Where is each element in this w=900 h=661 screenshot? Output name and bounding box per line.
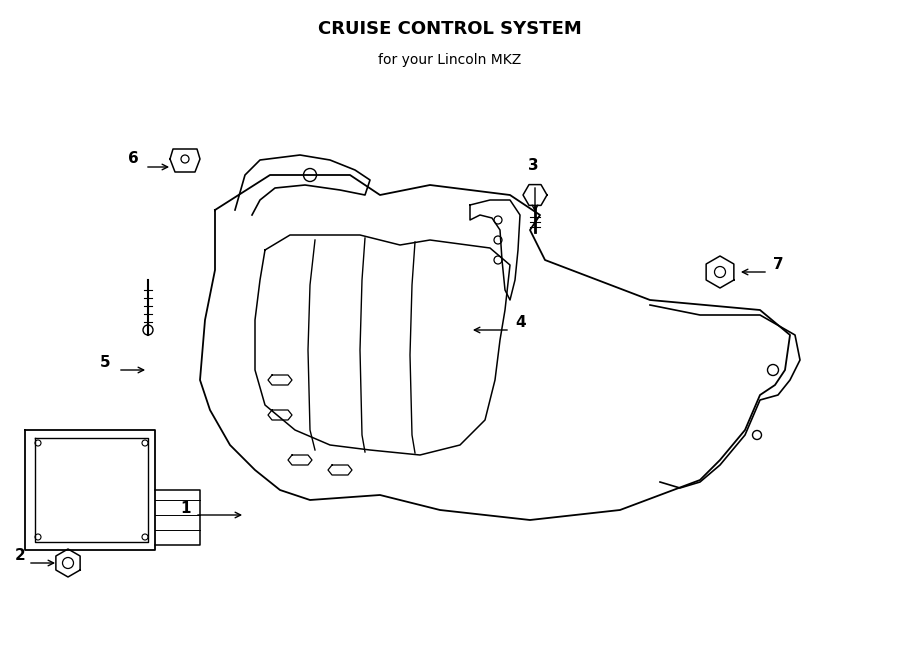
Text: CRUISE CONTROL SYSTEM: CRUISE CONTROL SYSTEM (318, 20, 582, 38)
Text: 2: 2 (15, 548, 26, 563)
Text: 5: 5 (100, 355, 111, 370)
Text: for your Lincoln MKZ: for your Lincoln MKZ (378, 53, 522, 67)
Text: 1: 1 (180, 501, 191, 516)
Text: 4: 4 (515, 315, 526, 330)
Text: 3: 3 (528, 158, 538, 173)
Text: 7: 7 (773, 257, 784, 272)
Text: 6: 6 (128, 151, 139, 166)
